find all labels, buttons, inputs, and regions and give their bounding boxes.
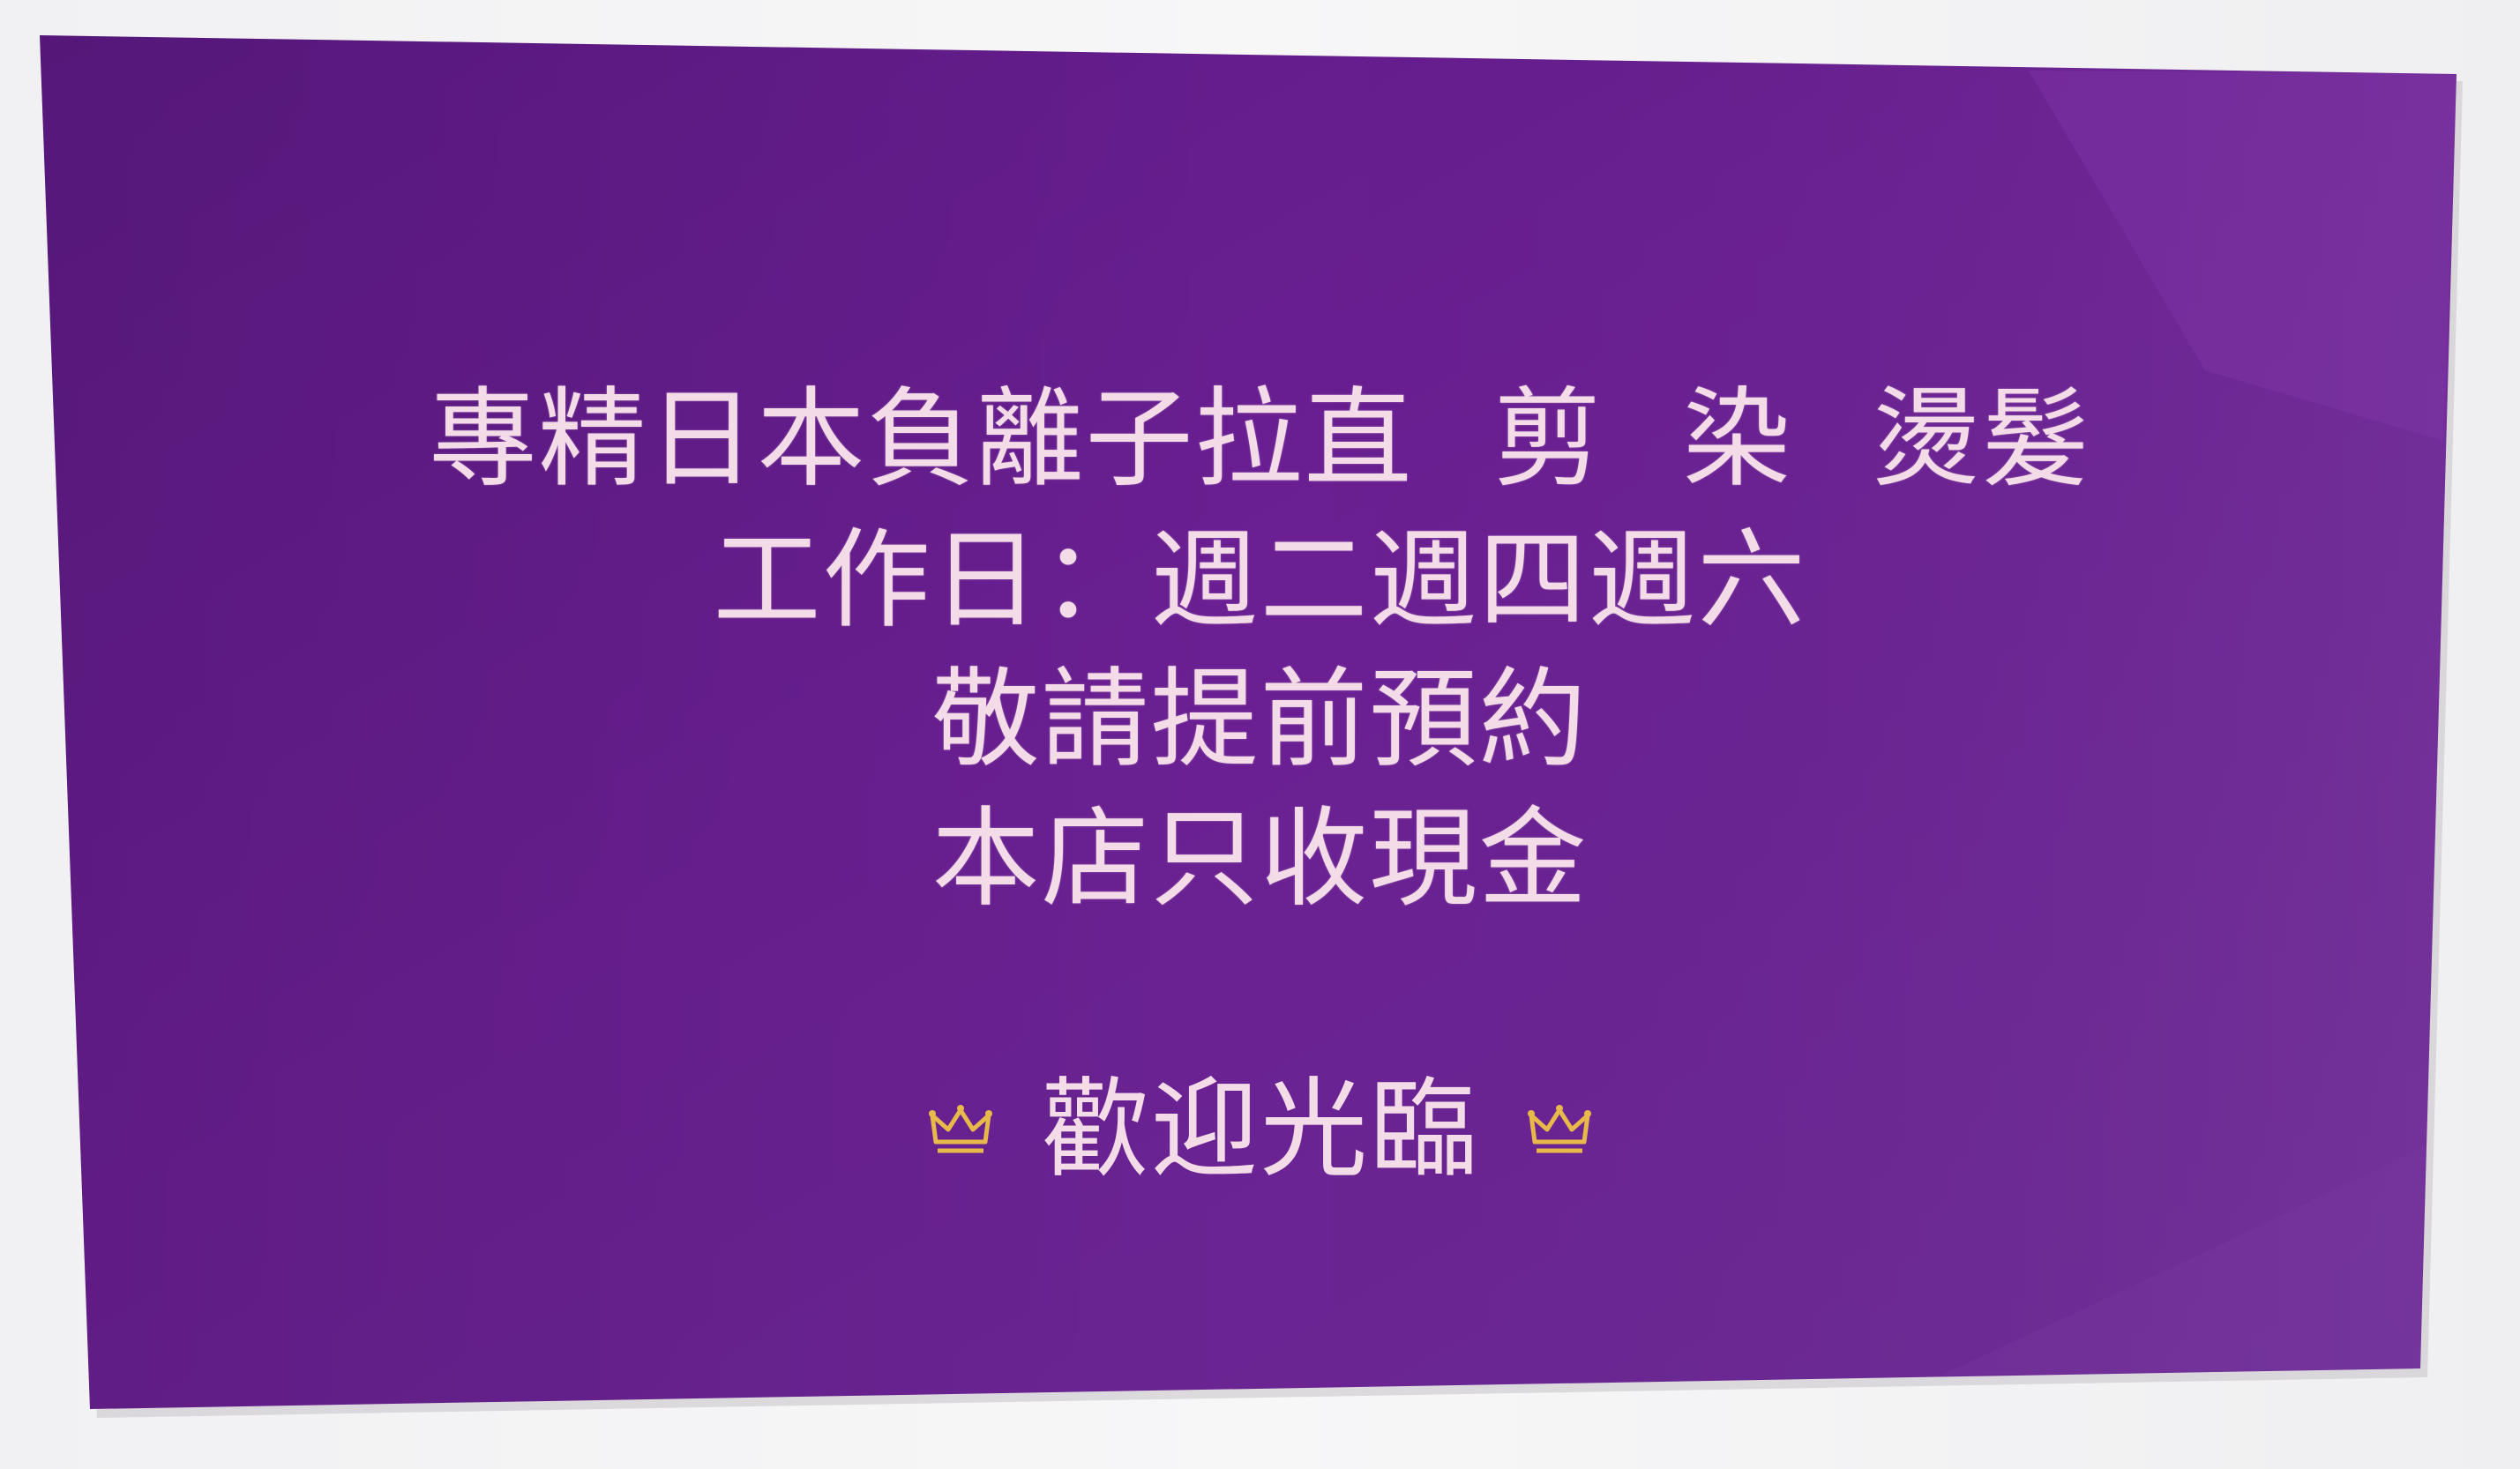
work-days-line: 工作日：週二週四週六 — [713, 518, 1807, 643]
reservation-line: 敬請提前預約 — [931, 657, 1589, 782]
crown-icon — [1527, 1105, 1591, 1153]
welcome-row: 歡迎光臨 — [0, 1076, 2520, 1183]
welcome-text: 歡迎光臨 — [1041, 1067, 1479, 1192]
services-line: 專精日本負離子拉直 剪 染 燙髮 — [429, 377, 2091, 502]
crown-icon — [929, 1105, 993, 1153]
cash-only-line: 本店只收現金 — [931, 796, 1589, 921]
